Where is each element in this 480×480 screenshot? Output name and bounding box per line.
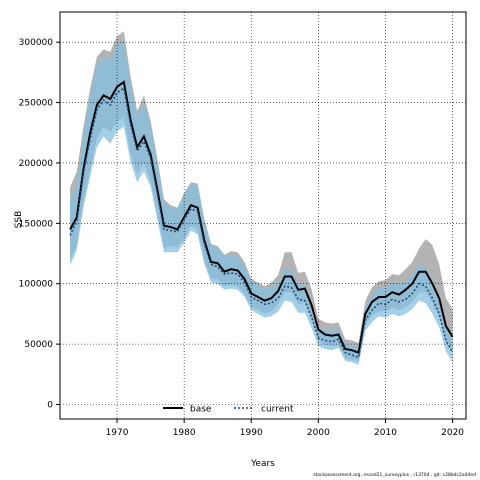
y-tick-label-200000: 200000: [19, 159, 54, 169]
x-tick-label-2020: 2020: [441, 428, 464, 438]
y-axis-title: SSB: [14, 211, 24, 229]
x-tick-label-2000: 2000: [307, 428, 330, 438]
x-tick-label-2010: 2010: [374, 428, 397, 438]
y-tick-label-300000: 300000: [19, 38, 54, 48]
plot-area: 1970 1980 1990 2000 2010 2020 0 50000 100000 1500…: [14, 11, 467, 469]
y-tick-label-100000: 100000: [19, 280, 54, 290]
y-tick-label-50000: 50000: [24, 340, 53, 350]
line-current: [69, 86, 454, 359]
footer-caption: stockassessment.org, nscod21_surveyplus …: [313, 473, 476, 478]
y-tick-label-250000: 250000: [19, 99, 54, 109]
x-tick-label-1970: 1970: [106, 428, 129, 438]
y-tick-label-0: 0: [47, 401, 53, 411]
legend-label-current: current: [261, 405, 294, 415]
y-tick-label-150000: 150000: [19, 219, 54, 229]
legend-label-base: base: [190, 405, 212, 415]
band-current: [70, 41, 453, 365]
x-tick-label-1990: 1990: [240, 428, 263, 438]
plot-frame: [59, 11, 467, 420]
x-axis-title: Years: [250, 459, 275, 469]
x-tick-label-1980: 1980: [173, 428, 196, 438]
line-base: [69, 80, 454, 354]
